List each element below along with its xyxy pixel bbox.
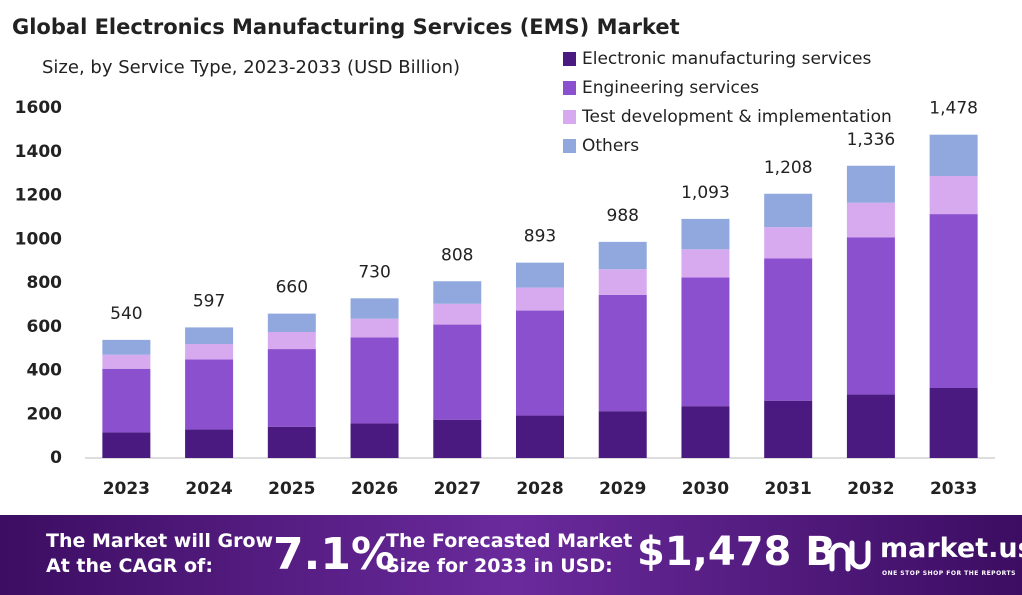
legend-swatch: [563, 81, 576, 95]
bar-segment: [350, 337, 399, 424]
bar-segment: [185, 359, 234, 430]
total-label: 540: [110, 304, 142, 324]
bar-segment: [267, 332, 316, 350]
x-tick-label: 2027: [434, 479, 481, 499]
bar-segment: [433, 303, 482, 325]
total-label: 597: [193, 291, 225, 311]
legend-label: Test development & implementation: [581, 107, 892, 127]
bar-segment: [598, 411, 647, 458]
forecast-value: $1,478 B: [637, 529, 836, 575]
cagr-line: At the CAGR of:: [46, 555, 213, 577]
bar-segment: [267, 349, 316, 427]
bar-segment: [516, 287, 564, 311]
bar-segment: [516, 415, 564, 458]
bar-segment: [846, 165, 895, 203]
cagr-text: The Market will Grow At the CAGR of:: [46, 529, 273, 579]
x-tick-label: 2033: [930, 479, 977, 499]
bar-segment: [681, 249, 730, 278]
x-tick-label: 2030: [682, 479, 729, 499]
x-tick-label: 2032: [847, 479, 894, 499]
bar-segment: [433, 419, 482, 458]
chart-subtitle: Size, by Service Type, 2023-2033 (USD Bi…: [42, 57, 460, 78]
cagr-value: 7.1%: [273, 529, 396, 580]
tagline: ONE STOP SHOP FOR THE REPORTS: [882, 570, 1016, 577]
bar-segment: [929, 176, 978, 215]
bar-segment: [681, 277, 730, 407]
bar-segment: [846, 394, 895, 458]
total-label: 730: [358, 262, 390, 282]
total-label: 988: [607, 206, 639, 226]
x-tick-label: 2026: [351, 479, 398, 499]
bar-segment: [433, 324, 482, 420]
bar-segment: [681, 406, 730, 458]
x-tick-label: 2029: [599, 479, 646, 499]
bar-segment: [598, 269, 647, 295]
y-tick-label: 600: [27, 317, 63, 337]
y-tick-label: 1200: [15, 186, 62, 206]
y-tick-label: 1600: [15, 98, 62, 118]
bar-segment: [598, 241, 647, 270]
bar-segment: [598, 294, 647, 412]
y-tick-label: 400: [27, 361, 63, 381]
bar-segment: [846, 237, 895, 395]
total-label: 808: [441, 245, 473, 265]
x-tick-label: 2031: [765, 479, 812, 499]
total-label: 893: [524, 227, 556, 247]
y-tick-label: 0: [50, 448, 62, 468]
bar-segment: [267, 313, 316, 332]
bar-segment: [185, 344, 234, 360]
forecast-line: The Forecasted Market: [386, 530, 633, 552]
total-label: 1,478: [929, 99, 978, 119]
cagr-line: The Market will Grow: [46, 530, 274, 552]
bar-segment: [185, 327, 234, 345]
brand: market.us: [880, 533, 1022, 564]
bar-segment: [516, 262, 564, 288]
legend-label: Engineering services: [582, 78, 759, 98]
bar-segment: [846, 202, 895, 238]
bar-segment: [102, 368, 151, 433]
total-label: 1,336: [847, 130, 896, 150]
chart: Global Electronics Manufacturing Service…: [12, 15, 995, 499]
bar-segment: [516, 310, 564, 416]
bar-segment: [433, 281, 482, 304]
brand-icon: [829, 540, 871, 572]
y-tick-label: 200: [27, 404, 63, 424]
total-label: 660: [276, 278, 308, 298]
bar-segment: [929, 134, 978, 177]
y-tick-label: 1000: [15, 229, 62, 249]
bar-segment: [764, 193, 813, 228]
bar-segment: [929, 388, 978, 458]
legend-swatch: [563, 52, 576, 66]
chart-title: Global Electronics Manufacturing Service…: [12, 15, 680, 39]
legend-label: Others: [582, 136, 639, 156]
footer-banner: The Market will Grow At the CAGR of: 7.1%…: [0, 515, 1022, 595]
x-tick-label: 2024: [185, 479, 232, 499]
bar-segment: [267, 426, 316, 458]
legend-label: Electronic manufacturing services: [582, 49, 871, 69]
bar-segment: [764, 258, 813, 401]
x-tick-label: 2025: [268, 479, 315, 499]
bar-segment: [185, 429, 234, 458]
forecast-line: Size for 2033 in USD:: [386, 555, 613, 577]
forecast-text: The Forecasted Market Size for 2033 in US…: [386, 529, 632, 579]
bar-segment: [102, 432, 151, 458]
bar-segment: [764, 227, 813, 259]
total-label: 1,093: [681, 183, 730, 203]
x-tick-label: 2023: [103, 479, 150, 499]
legend-swatch: [563, 110, 576, 124]
total-label: 1,208: [764, 158, 813, 178]
bar-segment: [764, 400, 813, 458]
legend-swatch: [563, 139, 576, 153]
bar-segment: [350, 298, 399, 319]
bar-segment: [350, 423, 399, 458]
bar-segment: [929, 214, 978, 388]
y-tick-label: 1400: [15, 142, 62, 162]
bar-segment: [102, 354, 151, 369]
bar-segment: [102, 339, 151, 355]
y-tick-label: 800: [27, 273, 63, 293]
bar-segment: [681, 218, 730, 250]
bar-segment: [350, 318, 399, 338]
x-tick-label: 2028: [516, 479, 563, 499]
